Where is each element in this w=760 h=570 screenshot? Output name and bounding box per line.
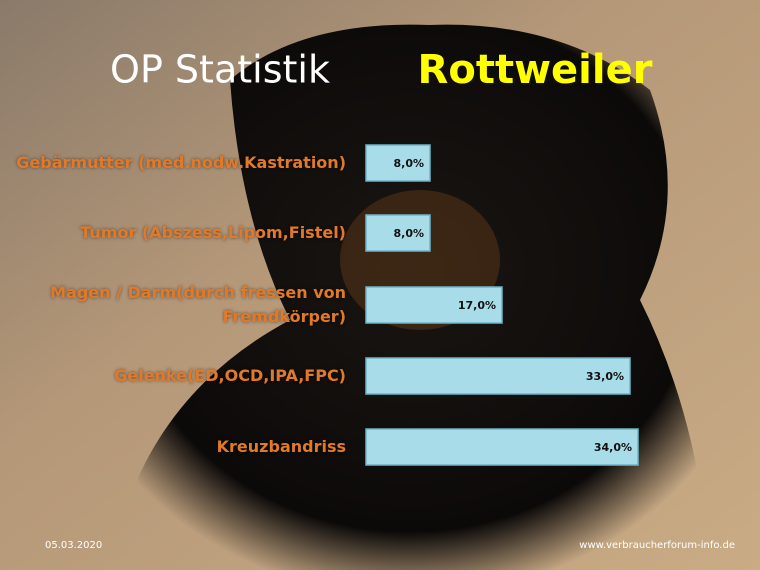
source: www.verbraucherforum-info.de [579,540,735,551]
category-label: Tumor (Abszess,Lipom,Fistel) [80,223,346,242]
category-label: Magen / Darm(durch fressen von Fremdkörp… [50,283,346,326]
value-label: 34,0% [594,441,632,454]
category-label: Kreuzbandriss [216,437,346,456]
bar [365,357,631,395]
subtitle: Rottweiler [418,47,653,93]
bar [365,144,431,182]
value-label: 8,0% [393,157,424,170]
date: 05.03.2020 [45,540,102,551]
bar [365,214,431,252]
bar [365,428,639,466]
bar [365,286,503,324]
value-label: 33,0% [586,370,624,383]
title: OP Statistik [110,48,330,92]
value-label: 8,0% [393,227,424,240]
category-label: Gelenke(ED,OCD,IPA,FPC) [114,366,346,385]
category-label: Gebärmutter (med.nodw.Kastration) [16,153,346,172]
value-label: 17,0% [458,299,496,312]
